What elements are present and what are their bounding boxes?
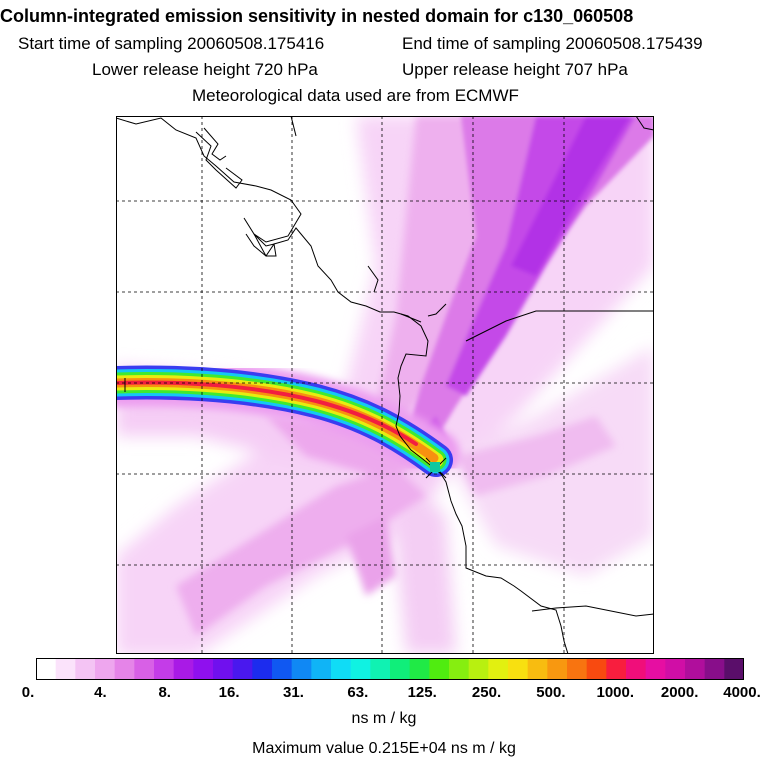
colorbar-cell	[114, 658, 135, 680]
colorbar-tick-label: 4000.	[723, 684, 761, 701]
colorbar-cell	[331, 658, 352, 680]
colorbar-cell	[527, 658, 548, 680]
lower-height-label: Lower release height 720 hPa	[92, 60, 318, 79]
medium-field	[176, 116, 616, 636]
colorbar-cell	[586, 658, 607, 680]
colorbar-cell	[350, 658, 371, 680]
colorbar-cell	[370, 658, 391, 680]
colorbar-cells	[36, 658, 744, 680]
colorbar-cell	[272, 658, 293, 680]
colorbar-tick-label: 63.	[347, 684, 369, 701]
colorbar-cell	[173, 658, 194, 680]
colorbar-cell	[626, 658, 647, 680]
upper-height-label: Upper release height 707 hPa	[402, 60, 628, 79]
colorbar-cell	[252, 658, 273, 680]
colorbar-tick-label: 4.	[94, 684, 107, 701]
colorbar-cell	[390, 658, 411, 680]
start-time-label: Start time of sampling 20060508.175416	[18, 34, 325, 53]
colorbar-tick-label: 0.	[21, 684, 35, 701]
colorbar-cell	[468, 658, 489, 680]
colorbar-frame	[36, 658, 744, 680]
colorbar-cell	[193, 658, 214, 680]
colorbar-cell	[606, 658, 627, 680]
max-value-label: Maximum value 0.215E+04 ns m / kg	[252, 740, 516, 757]
colorbar-cell	[75, 658, 96, 680]
map-frame	[116, 116, 654, 654]
colorbar-cell	[36, 658, 57, 680]
colorbar-cell	[409, 658, 430, 680]
colorbar-cell	[232, 658, 253, 680]
colorbar-tick-label: 250.	[471, 684, 502, 701]
colorbar-tick-label: 500.	[536, 684, 566, 701]
colorbar-cell	[311, 658, 332, 680]
release-point-marker	[124, 378, 447, 479]
colorbar-cell	[508, 658, 529, 680]
colorbar-cell	[665, 658, 686, 680]
colorbar-cell	[724, 658, 744, 680]
colorbar-tick-label: 125.	[407, 684, 437, 701]
colorbar-cell	[449, 658, 470, 680]
plot-title: Column-integrated emission sensitivity i…	[0, 6, 634, 26]
colorbar-cell	[213, 658, 234, 680]
colorbar-cell	[291, 658, 312, 680]
met-data-label: Meteorological data used are from ECMWF	[192, 86, 519, 105]
colorbar-cell	[55, 658, 76, 680]
sensitivity-field	[116, 116, 654, 654]
coastlines	[116, 116, 654, 654]
colorbar-cell	[567, 658, 588, 680]
sensitivity-map	[116, 116, 654, 654]
colorbar-tick-label: 16.	[218, 684, 240, 701]
colorbar-cell	[429, 658, 450, 680]
colorbar-tick-label: 31.	[283, 684, 304, 701]
colorbar-cell	[488, 658, 509, 680]
colorbar-cell	[645, 658, 666, 680]
units-label: ns m / kg	[351, 710, 417, 727]
colorbar-cell	[547, 658, 568, 680]
colorbar-tick-label: 1000.	[596, 684, 635, 701]
end-time-label: End time of sampling 20060508.175439	[402, 34, 703, 53]
colorbar-tick-label: 2000.	[660, 684, 699, 701]
colorbar	[36, 658, 744, 680]
colorbar-cell	[154, 658, 175, 680]
colorbar-cell	[134, 658, 155, 680]
colorbar-cell	[685, 658, 706, 680]
colorbar-tick-label: 8.	[158, 684, 171, 701]
colorbar-cell	[95, 658, 116, 680]
colorbar-cell	[704, 658, 725, 680]
